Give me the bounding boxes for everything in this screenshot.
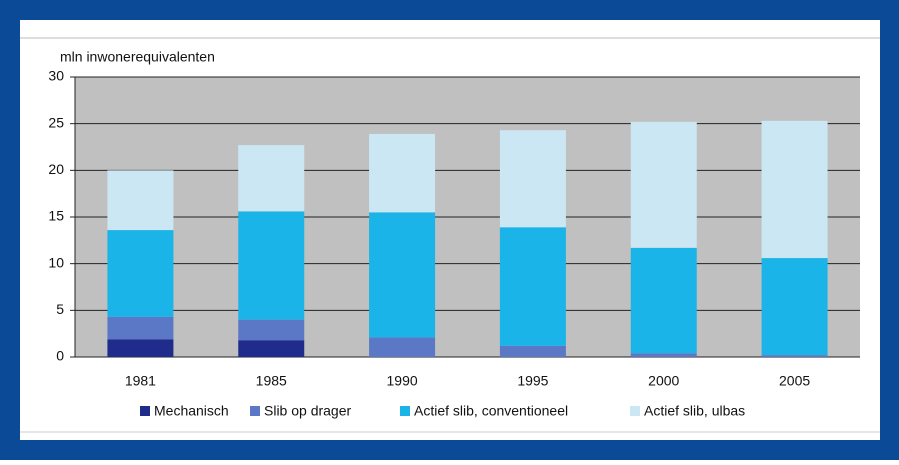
bar-segment	[630, 247, 697, 354]
bar-segment	[107, 230, 174, 317]
legend-swatch	[140, 406, 150, 416]
bar-segment	[499, 345, 566, 357]
x-tick-label: 1981	[125, 373, 156, 389]
bar-segment	[238, 145, 305, 212]
bar-segment	[499, 130, 566, 228]
bar-segment	[107, 170, 174, 231]
bar-segment	[761, 355, 828, 357]
y-tick-label: 10	[48, 254, 64, 270]
y-tick-label: 30	[48, 68, 64, 84]
bar-segment	[369, 337, 436, 357]
bar-segment	[761, 258, 828, 356]
bar-segment	[369, 133, 436, 213]
y-tick-label: 5	[56, 301, 64, 317]
legend-label: Actief slib, ulbas	[644, 403, 745, 419]
y-axis-label: mln inwonerequivalenten	[60, 49, 215, 65]
legend-swatch	[400, 406, 410, 416]
bar-segment	[107, 339, 174, 357]
bar-segment	[238, 340, 305, 357]
legend-label: Actief slib, conventioneel	[414, 403, 568, 419]
legend-swatch	[250, 406, 260, 416]
bar-segment	[630, 353, 697, 357]
x-tick-label: 2005	[779, 373, 810, 389]
bar-segment	[499, 227, 566, 346]
bar-segment	[630, 121, 697, 248]
legend-label: Mechanisch	[154, 403, 229, 419]
x-tick-label: 1990	[387, 373, 418, 389]
legend-swatch	[630, 406, 640, 416]
bar-segment	[238, 319, 305, 341]
bar-segment	[107, 316, 174, 340]
bar-segment	[369, 212, 436, 338]
legend-label: Slib op drager	[264, 403, 352, 419]
x-tick-label: 2000	[648, 373, 679, 389]
y-tick-label: 25	[48, 114, 64, 130]
x-tick-label: 1995	[517, 373, 548, 389]
y-tick-label: 0	[56, 348, 64, 364]
y-tick-label: 15	[48, 208, 64, 224]
bar-segment	[761, 120, 828, 259]
y-tick-label: 20	[48, 161, 64, 177]
x-tick-label: 1985	[256, 373, 287, 389]
bar-segment	[238, 211, 305, 320]
